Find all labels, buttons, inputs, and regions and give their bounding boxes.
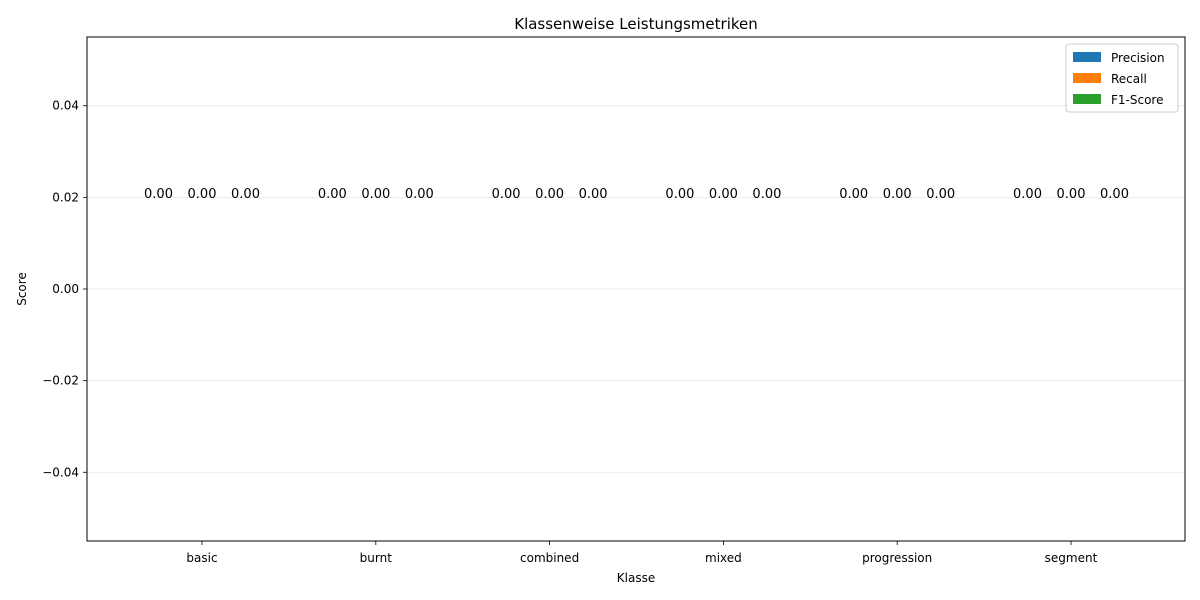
y-tick-label: 0.00 bbox=[52, 282, 79, 296]
y-axis-title: Score bbox=[15, 272, 29, 306]
x-axis-ticks: basic burnt combined mixed progression segmen… bbox=[186, 541, 1098, 565]
y-tick-label: 0.04 bbox=[52, 99, 79, 113]
bar-value-label: 0.00 bbox=[1100, 187, 1129, 202]
bar-value-label: 0.00 bbox=[188, 187, 217, 202]
legend-swatch bbox=[1073, 94, 1101, 104]
legend-swatch bbox=[1073, 73, 1101, 83]
bar-value-label: 0.00 bbox=[883, 187, 912, 202]
x-tick-label: mixed bbox=[705, 551, 742, 565]
legend-swatch bbox=[1073, 52, 1101, 62]
legend-label: F1-Score bbox=[1111, 93, 1163, 107]
bar-value-label: 0.00 bbox=[752, 187, 781, 202]
grid-lines bbox=[87, 105, 1185, 473]
bar-value-label: 0.00 bbox=[492, 187, 521, 202]
bar-value-label: 0.00 bbox=[361, 187, 390, 202]
legend-label: Recall bbox=[1111, 72, 1147, 86]
bar-value-label: 0.00 bbox=[665, 187, 694, 202]
bar-value-label: 0.00 bbox=[926, 187, 955, 202]
bar-value-label: 0.00 bbox=[405, 187, 434, 202]
x-tick-label: burnt bbox=[360, 551, 393, 565]
bar-value-label: 0.00 bbox=[144, 187, 173, 202]
y-tick-label: −0.04 bbox=[42, 465, 79, 479]
x-tick-label: progression bbox=[862, 551, 932, 565]
y-tick-label: −0.02 bbox=[42, 374, 79, 388]
bar-value-label: 0.00 bbox=[579, 187, 608, 202]
legend-label: Precision bbox=[1111, 51, 1165, 65]
bar-value-label: 0.00 bbox=[1057, 187, 1086, 202]
x-tick-label: combined bbox=[520, 551, 579, 565]
x-tick-label: basic bbox=[186, 551, 217, 565]
bar-value-label: 0.00 bbox=[1013, 187, 1042, 202]
bar-value-label: 0.00 bbox=[535, 187, 564, 202]
y-tick-label: 0.02 bbox=[52, 190, 79, 204]
y-axis-ticks: −0.04 −0.02 0.00 0.02 0.04 bbox=[42, 99, 87, 479]
bar-value-label: 0.00 bbox=[231, 187, 260, 202]
bar-value-label: 0.00 bbox=[839, 187, 868, 202]
x-axis-title: Klasse bbox=[617, 571, 655, 585]
bar-value-label: 0.00 bbox=[318, 187, 347, 202]
plot-area-frame bbox=[86, 36, 1186, 542]
bar-value-labels: 0.00 0.00 0.00 0.00 0.00 0.00 0.00 0.00 0.00 0.00… bbox=[144, 187, 1129, 202]
chart-title: Klassenweise Leistungsmetriken bbox=[514, 15, 758, 33]
bar-value-label: 0.00 bbox=[709, 187, 738, 202]
x-tick-label: segment bbox=[1045, 551, 1098, 565]
legend: Precision Recall F1-Score bbox=[1065, 43, 1179, 113]
